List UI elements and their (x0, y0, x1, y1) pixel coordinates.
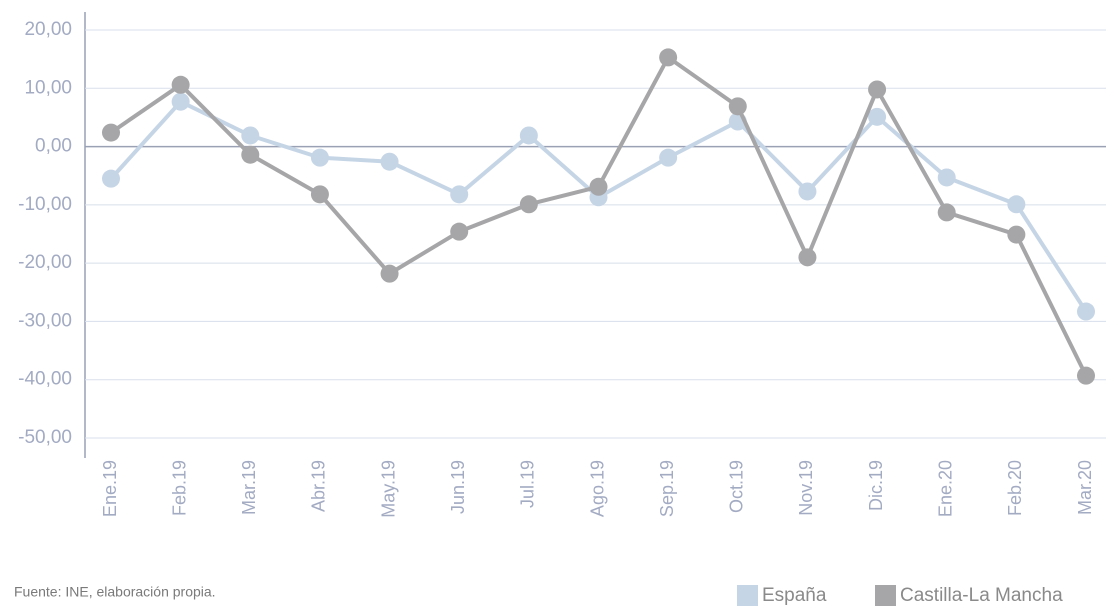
point (1077, 302, 1095, 321)
legend-label: Castilla-La Mancha (900, 585, 1063, 606)
y-tick-label: -40,00 (18, 369, 72, 390)
point (310, 148, 329, 167)
legend-swatch (875, 585, 896, 606)
x-tick-label: Feb.19 (169, 460, 189, 516)
x-tick-label: Ago.19 (587, 460, 607, 517)
point (171, 92, 190, 111)
point (937, 168, 956, 187)
point (171, 75, 190, 94)
x-tick-label: Dic.19 (866, 460, 886, 511)
x-tick-label: Feb.20 (1005, 460, 1025, 516)
legend-swatch (737, 585, 758, 606)
point (380, 264, 399, 283)
y-tick-label: 10,00 (24, 77, 72, 98)
x-tick-label: Ene.19 (100, 460, 120, 517)
point (798, 182, 817, 201)
x-tick-label: Oct.19 (727, 460, 747, 513)
series (102, 48, 1095, 385)
point (380, 152, 399, 171)
point (102, 123, 120, 142)
x-tick-label: Nov.19 (796, 460, 816, 516)
point (1077, 366, 1095, 385)
x-tick-label: Mar.19 (239, 460, 259, 515)
legend-label: España (762, 585, 827, 606)
y-tick-label: -10,00 (18, 194, 72, 215)
point (659, 48, 678, 67)
point (589, 177, 608, 196)
y-tick-label: -20,00 (18, 252, 72, 273)
y-tick-label: -30,00 (18, 310, 72, 331)
point (1007, 225, 1026, 244)
x-tick-label: Mar.20 (1075, 460, 1095, 515)
point (868, 80, 887, 99)
point (241, 126, 260, 145)
point (868, 107, 887, 126)
x-tick-label: Sep.19 (657, 460, 677, 517)
point (102, 169, 120, 188)
point (728, 97, 747, 116)
x-tick-label: May.19 (378, 460, 398, 518)
point (1007, 195, 1026, 214)
point (798, 248, 817, 267)
y-tick-label: -50,00 (18, 427, 72, 448)
x-tick-label: Jul.19 (518, 460, 538, 508)
point (659, 148, 678, 167)
point (450, 185, 469, 204)
series (102, 92, 1095, 321)
source-note: Fuente: INE, elaboración propia. (14, 584, 216, 600)
point (450, 222, 469, 241)
x-tick-label: Abr.19 (309, 460, 329, 512)
point (310, 185, 329, 204)
y-tick-label: 0,00 (35, 136, 72, 157)
x-tick-label: Jun.19 (448, 460, 468, 514)
point (519, 126, 538, 145)
point (241, 145, 260, 164)
y-tick-label: 20,00 (24, 19, 72, 40)
point (519, 195, 538, 214)
x-tick-label: Ene.20 (935, 460, 955, 517)
point (937, 203, 956, 222)
